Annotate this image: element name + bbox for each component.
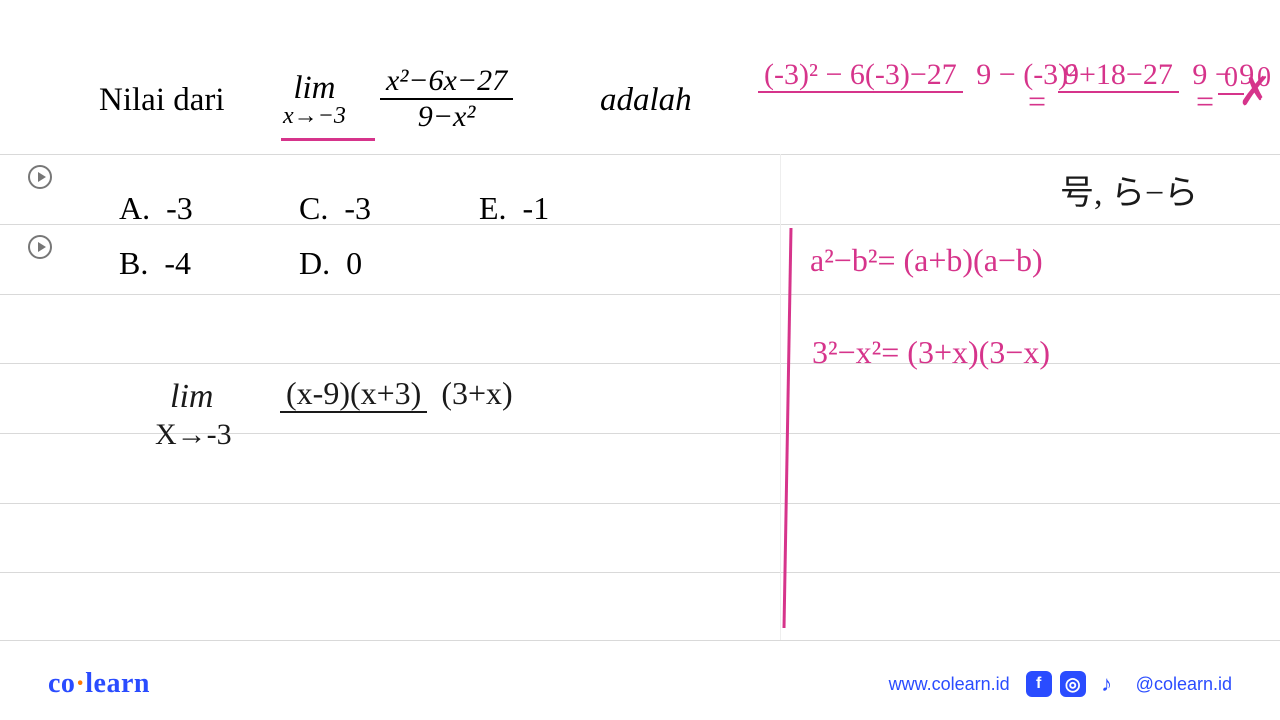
handwritten-factored: (x-9)(x+3) (3+x)	[280, 372, 519, 412]
handwritten-aside: 号, ら−ら	[1060, 165, 1198, 214]
footer-url: www.colearn.id	[889, 674, 1010, 695]
fraction-denominator: 9−x²	[380, 100, 513, 134]
fraction-numerator: x²−6x−27	[380, 64, 513, 100]
factored-numerator: (x-9)(x+3)	[280, 375, 427, 413]
play-icon	[28, 165, 52, 189]
question-fraction: x²−6x−27 9−x²	[380, 64, 513, 134]
limit-word: lim	[283, 70, 346, 107]
brand-logo: co·learn	[48, 668, 150, 700]
subst-numerator: (-3)² − 6(-3)−27	[758, 58, 963, 93]
simplify-numerator: 9+18−27	[1058, 58, 1179, 93]
option-e: E. -1	[479, 190, 609, 227]
handwritten-limit: lim	[170, 378, 213, 416]
facebook-icon: f	[1026, 671, 1052, 697]
factored-denominator: (3+x)	[435, 375, 518, 411]
answer-options: A. -3 C. -3 E. -1 B. -4 D. 0	[119, 190, 609, 300]
pink-divider-line	[783, 228, 793, 628]
footer: co·learn www.colearn.id f ◎ ♪ @colearn.i…	[0, 668, 1280, 700]
identity-difference-of-squares: a²−b²= (a+b)(a−b)	[810, 242, 1043, 279]
cross-mark-icon: ✗	[1238, 68, 1272, 115]
tiktok-icon: ♪	[1094, 671, 1120, 697]
option-c: C. -3	[299, 190, 429, 227]
limit-expression: lim x→−3	[283, 70, 346, 130]
play-icon	[28, 235, 52, 259]
identity-applied: 3²−x²= (3+x)(3−x)	[812, 334, 1050, 371]
option-d: D. 0	[299, 245, 429, 282]
handwritten-limit-sub: X→-3	[155, 418, 232, 452]
limit-subscript: x→−3	[283, 103, 346, 130]
instagram-icon: ◎	[1060, 671, 1086, 697]
option-b: B. -4	[119, 245, 249, 282]
option-a: A. -3	[119, 190, 249, 227]
question-prefix: Nilai dari	[99, 82, 225, 119]
question-suffix: adalah	[600, 82, 692, 119]
social-handle: @colearn.id	[1136, 674, 1232, 695]
equals-sign: =	[1196, 83, 1214, 120]
equals-sign: =	[1028, 83, 1046, 120]
social-icons: f ◎ ♪	[1026, 671, 1120, 697]
